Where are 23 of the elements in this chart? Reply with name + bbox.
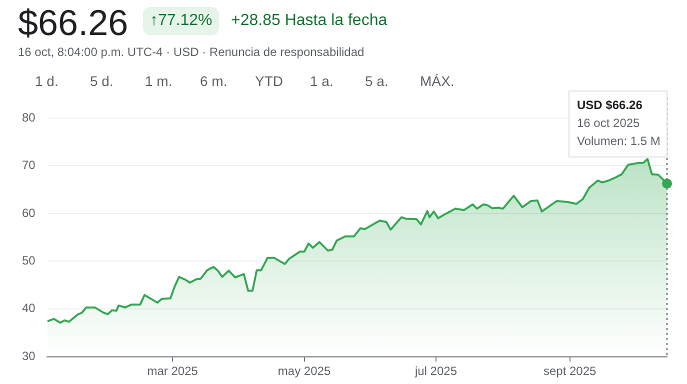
text: +28.85 Hasta la fecha bbox=[231, 12, 388, 30]
y-tick-label: 70 bbox=[22, 158, 36, 172]
chart-subtitle: 16 oct, 8:04:00 p.m. UTC-4 · USD · Renuncia de responsabilidad bbox=[18, 45, 364, 59]
text: ↑77.12% bbox=[143, 7, 220, 35]
text: 5 d. bbox=[90, 73, 114, 89]
annotation: USD $66.26 16 oct 2025 Volumen: 1.5 M bbox=[577, 98, 660, 148]
text: MÁX. bbox=[420, 73, 456, 89]
x-tick-label: sept 2025 bbox=[543, 364, 597, 378]
text: 1 d. bbox=[35, 73, 60, 89]
x-tick-label: may 2025 bbox=[278, 364, 331, 378]
chart-title: $66.26 bbox=[18, 2, 128, 44]
y-tick-label: 30 bbox=[22, 348, 36, 363]
y-tick-label: 80 bbox=[22, 110, 36, 124]
y-tick-label: 40 bbox=[22, 301, 36, 316]
text: YTD bbox=[255, 73, 284, 89]
text: 5 a. bbox=[365, 73, 390, 89]
text: 6 m. bbox=[200, 73, 228, 89]
x-tick-label: mar 2025 bbox=[147, 364, 198, 378]
text: 1 a. bbox=[310, 73, 334, 89]
text: 1 m. bbox=[145, 73, 174, 89]
y-tick-label: 60 bbox=[22, 206, 36, 220]
y-tick-label: 50 bbox=[22, 253, 36, 268]
x-tick-label: jul 2025 bbox=[414, 364, 458, 378]
